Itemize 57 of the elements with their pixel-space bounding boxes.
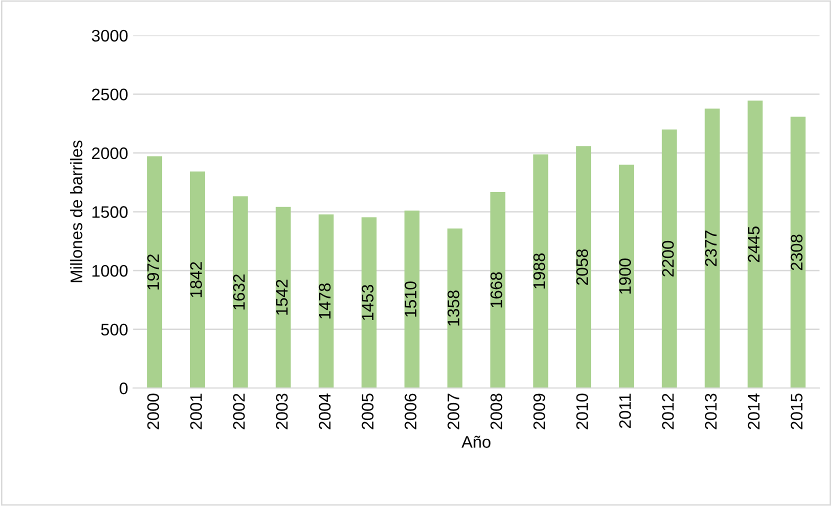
data-label: 1842 [190,262,202,298]
y-tick-label: 1500 [92,206,128,218]
bar [662,129,677,388]
bar [748,100,763,388]
y-tick-label: 500 [101,324,128,336]
data-label: 1988 [533,253,546,289]
bar [447,228,462,388]
x-tick-label: 2005 [362,394,374,430]
data-label: 2445 [748,226,760,262]
x-tick-label: 2009 [533,394,546,430]
data-label: 1453 [362,284,374,320]
x-tick-label: 2014 [748,393,760,430]
bar [618,164,634,388]
x-tick-label: 2000 [147,394,160,430]
x-axis-title: Año [462,436,490,448]
data-label: 2058 [576,249,588,285]
y-tick-label: 2000 [92,147,128,160]
bar [533,154,548,388]
data-label: 2308 [790,234,803,270]
x-tick-label: 2002 [233,394,245,430]
x-tick-label: 2001 [190,394,202,430]
bar [404,210,420,388]
data-label: 1900 [619,258,631,294]
x-tick-label: 2015 [790,394,803,430]
x-tick-label: 2010 [576,394,588,430]
y-tick-label: 3000 [92,30,128,42]
x-tick-label: 2008 [490,394,502,430]
x-tick-label: 2013 [704,394,717,430]
y-tick-label: 1000 [92,264,128,277]
data-label: 1478 [318,283,331,318]
x-tick-label: 2011 [619,394,631,428]
y-tick-label: 2500 [92,88,128,100]
bar [362,217,377,388]
data-label: 1632 [233,274,245,310]
bar [576,146,592,388]
x-tick-label: 2004 [318,393,331,430]
data-label: 1510 [404,281,416,317]
bar [790,116,806,388]
x-tick-label: 2012 [662,394,674,430]
x-tick-label: 2006 [404,394,416,430]
data-label: 1972 [147,254,160,290]
y-tick-label: 0 [120,382,128,394]
data-label: 1358 [448,290,460,326]
bar [190,172,205,388]
bar [147,156,162,388]
y-axis-title: Millones de barriles [70,140,82,282]
bar [704,108,720,388]
bar [490,192,506,388]
data-label: 2200 [662,240,674,276]
bar [276,206,291,388]
data-label: 1668 [490,272,502,308]
data-label: 2377 [704,230,717,266]
x-tick-label: 2007 [448,394,460,430]
bar [318,214,334,388]
x-tick-label: 2003 [276,394,288,430]
bar [232,196,248,388]
data-label: 1542 [276,280,288,315]
